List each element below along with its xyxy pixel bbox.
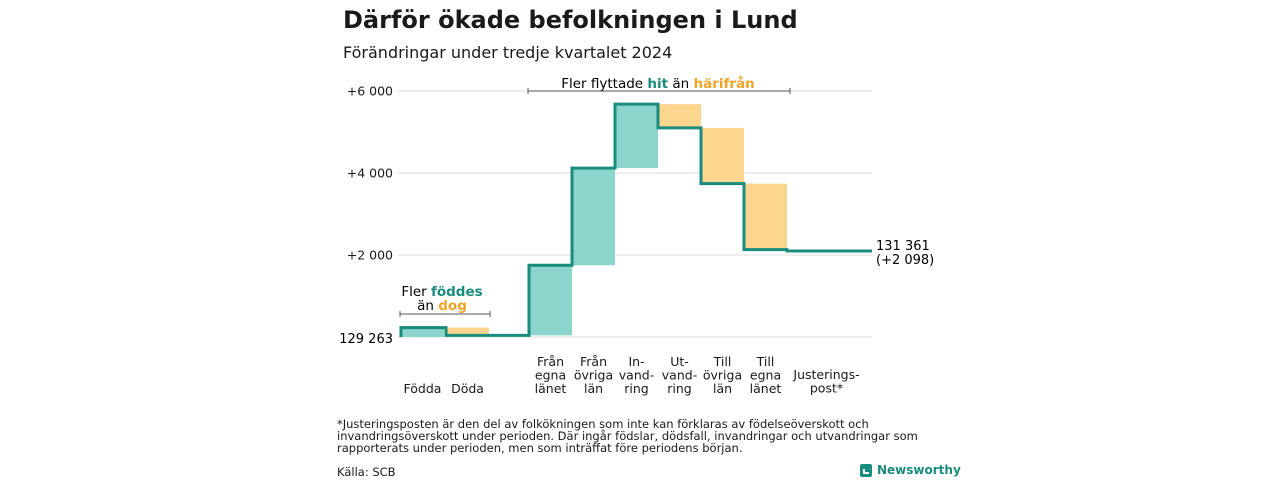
x-axis-label: vand- bbox=[662, 368, 697, 383]
x-axis-label: Till bbox=[756, 354, 775, 369]
x-axis-label: Till bbox=[713, 354, 732, 369]
annotation-migration: Fler flyttade hit än härifrån bbox=[561, 75, 755, 92]
annotation-births-line2: än dog bbox=[417, 298, 467, 314]
chart-title: Därför ökade befolkningen i Lund bbox=[343, 6, 798, 34]
x-axis-label: Från bbox=[580, 354, 607, 369]
annotation-migration-bracket bbox=[527, 88, 791, 94]
x-axis-label: Justerings- bbox=[792, 367, 859, 382]
x-axis-label: Från bbox=[537, 354, 564, 369]
bar bbox=[744, 183, 787, 250]
annotation-births-line1: Fler föddes bbox=[401, 284, 482, 300]
bar bbox=[446, 327, 489, 336]
end-change-label: (+2 098) bbox=[876, 253, 934, 268]
x-axis-label: post* bbox=[810, 381, 843, 396]
y-axis-ticks: +2 000 +4 000 +6 000 bbox=[347, 84, 393, 263]
x-axis-label: Döda bbox=[451, 381, 484, 396]
y-tick-label: +2 000 bbox=[347, 248, 393, 263]
x-axis-label: län bbox=[713, 381, 732, 396]
x-axis-label: egna bbox=[750, 368, 781, 383]
bar bbox=[401, 327, 444, 337]
bar bbox=[701, 127, 744, 184]
x-axis-label: län bbox=[584, 381, 603, 396]
x-axis-label: Ut- bbox=[670, 354, 689, 369]
x-axis-label: länet bbox=[535, 381, 567, 396]
x-axis-label: länet bbox=[750, 381, 782, 396]
y-tick-label: +4 000 bbox=[347, 166, 393, 181]
newsworthy-icon bbox=[860, 463, 872, 477]
bar bbox=[529, 265, 572, 336]
bar bbox=[572, 168, 615, 266]
bar bbox=[658, 104, 701, 128]
brand-logo: Newsworthy bbox=[860, 463, 961, 477]
bar bbox=[615, 104, 658, 169]
chart-subtitle: Förändringar under tredje kvartalet 2024 bbox=[343, 43, 673, 62]
x-axis-label: ring bbox=[624, 381, 648, 396]
end-total-label: 131 361 bbox=[876, 239, 930, 254]
cumulative-step-line bbox=[399, 102, 872, 337]
brand-name: Newsworthy bbox=[877, 463, 961, 477]
x-axis-label: övriga bbox=[703, 368, 742, 383]
baseline-label: 129 263 bbox=[339, 332, 393, 347]
grid-lines bbox=[398, 90, 872, 338]
source-label: Källa: SCB bbox=[337, 465, 396, 479]
annotation-births-bracket bbox=[399, 311, 491, 317]
x-axis-label: vand- bbox=[619, 368, 654, 383]
bars bbox=[401, 104, 787, 337]
x-axis-label: egna bbox=[535, 368, 566, 383]
y-tick-label: +6 000 bbox=[347, 84, 393, 99]
footnote: *Justeringsposten är den del av folkökni… bbox=[337, 417, 918, 455]
x-axis-label: ring bbox=[667, 381, 691, 396]
x-axis-label: Födda bbox=[404, 381, 442, 396]
x-axis-label: övriga bbox=[574, 368, 613, 383]
x-axis-labels: Födda DödaFrånegnalänetFrånövrigalänIn-va… bbox=[404, 354, 860, 396]
waterfall-chart: +2 000+4 000+6 000 Födda DödaFrånegnaläne… bbox=[339, 75, 934, 396]
x-axis-label: In- bbox=[628, 354, 644, 369]
